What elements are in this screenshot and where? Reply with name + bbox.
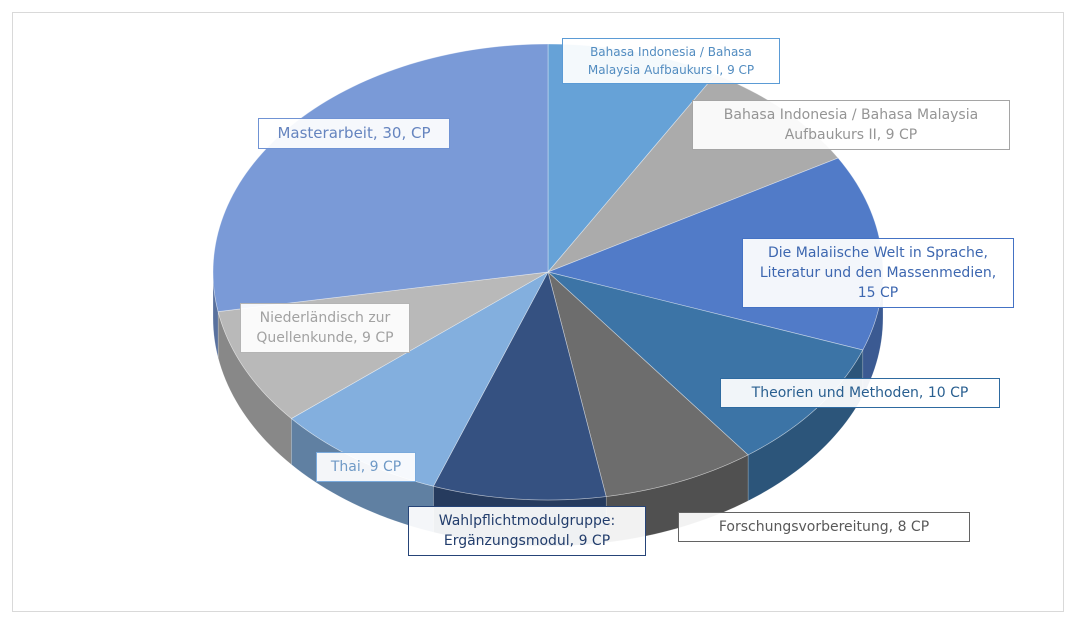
- pie-slice: [432, 271, 607, 501]
- pie-slice: [547, 270, 749, 497]
- data-label: Bahasa Indonesia / Bahasa Malaysia Aufba…: [562, 38, 780, 84]
- data-label: Die Malaiische Welt in Sprache, Literatu…: [742, 238, 1014, 308]
- data-label: Bahasa Indonesia / Bahasa Malaysia Aufba…: [692, 100, 1010, 150]
- pie-slice: [547, 271, 864, 456]
- data-label: Forschungsvorbereitung, 8 CP: [678, 512, 970, 542]
- data-label: Niederländisch zur Quellenkunde, 9 CP: [240, 303, 410, 353]
- data-label: Thai, 9 CP: [316, 452, 416, 482]
- chart-frame: [12, 12, 1064, 612]
- data-label: Wahlpflichtmodulgruppe: Ergänzungsmodul,…: [408, 506, 646, 556]
- data-label: Masterarbeit, 30, CP: [258, 118, 450, 149]
- pie-slice: [212, 43, 549, 312]
- data-label: Theorien und Methoden, 10 CP: [720, 378, 1000, 408]
